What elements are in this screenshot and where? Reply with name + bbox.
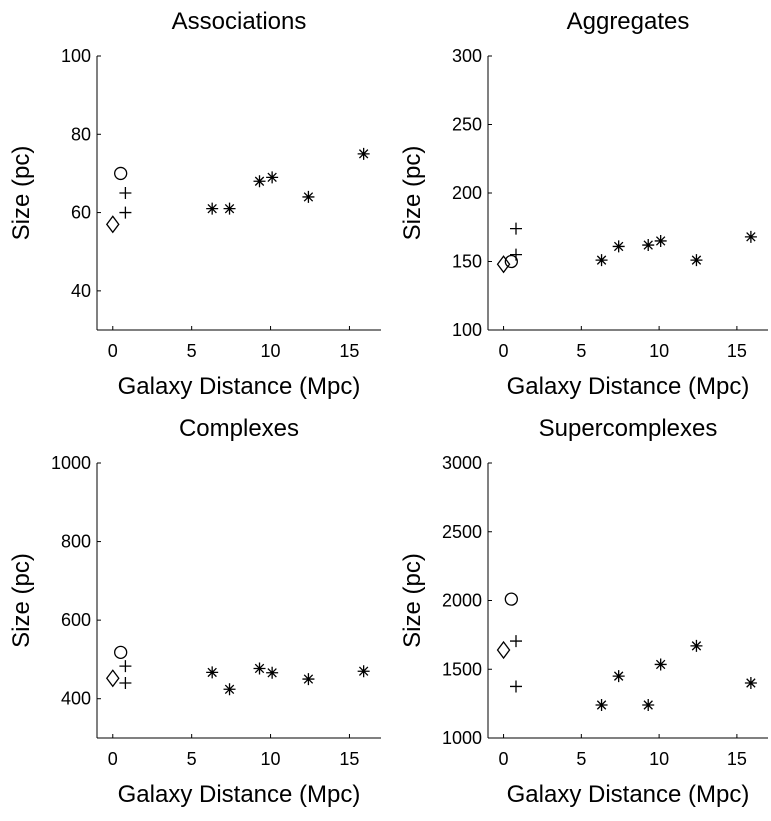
y-tick-label: 1000: [51, 453, 91, 473]
circle-marker: [114, 166, 128, 181]
y-tick-label: 1000: [442, 728, 482, 748]
x-tick-label: 10: [649, 749, 669, 769]
x-tick-label: 15: [339, 749, 359, 769]
x-tick-label: 10: [649, 341, 669, 361]
asterisk-marker: [654, 658, 667, 671]
x-tick-label: 15: [727, 749, 747, 769]
plus-marker: [510, 222, 522, 235]
x-tick-label: 15: [727, 341, 747, 361]
x-tick-label: 0: [108, 749, 118, 769]
y-axis-label: Size (pc): [399, 146, 426, 241]
asterisk-marker: [690, 254, 703, 267]
panel-complexes: Complexes 400 600 800 1000 0 5 10 15 Galaxy Dista…: [8, 415, 381, 808]
y-tick-label: 800: [61, 532, 91, 552]
x-tick-label: 5: [576, 749, 586, 769]
panel-supercomplexes: Supercomplexes 1000 1500 2000 2500 3000 0 5 10 15…: [399, 415, 768, 808]
y-tick-label: 40: [71, 281, 91, 301]
plus-marker: [119, 206, 132, 219]
x-tick-label: 0: [108, 341, 118, 361]
y-axis-label: Size (pc): [8, 553, 35, 648]
y-tick-label: 60: [71, 203, 91, 223]
asterisk-marker: [206, 666, 219, 679]
x-tick-label: 5: [187, 341, 197, 361]
diamond-marker: [496, 640, 511, 660]
asterisk-marker: [357, 147, 370, 160]
y-tick-label: 100: [452, 320, 482, 340]
asterisk-marker: [744, 677, 757, 689]
x-tick-label: 10: [261, 341, 281, 361]
diamond-marker: [496, 255, 511, 274]
asterisk-marker: [690, 639, 703, 652]
asterisk-marker: [612, 670, 625, 683]
circle-marker: [504, 254, 518, 269]
asterisk-marker: [642, 239, 655, 252]
y-tick-label: 1500: [442, 659, 482, 679]
x-axis-label: Galaxy Distance (Mpc): [118, 373, 361, 400]
circle-marker: [114, 645, 128, 660]
asterisk-marker: [642, 699, 655, 711]
plus-marker: [119, 187, 132, 199]
asterisk-marker: [266, 666, 279, 679]
y-tick-label: 300: [452, 46, 482, 66]
asterisk-marker: [595, 699, 608, 711]
panel-aggregates: Aggregates 100 150 200 250 300 0 5 10 15 Galaxy Di…: [399, 8, 768, 400]
x-tick-label: 0: [499, 341, 509, 361]
y-tick-label: 150: [452, 252, 482, 272]
asterisk-marker: [357, 665, 370, 678]
chart-title: Complexes: [179, 415, 299, 442]
asterisk-marker: [612, 240, 625, 253]
y-tick-label: 400: [61, 689, 91, 709]
plus-marker: [510, 248, 522, 261]
circle-marker: [504, 592, 518, 606]
panel-associations: Associations 40 60 80 100 0 5 10 15 Galaxy Distan…: [8, 8, 381, 400]
plus-marker: [119, 660, 132, 673]
asterisk-marker: [744, 230, 757, 243]
x-tick-label: 10: [261, 749, 281, 769]
plus-marker: [510, 680, 522, 693]
chart-title: Associations: [172, 8, 307, 35]
y-axis-label: Size (pc): [399, 553, 426, 648]
asterisk-marker: [302, 190, 315, 203]
asterisk-marker: [302, 673, 315, 686]
y-tick-label: 3000: [442, 453, 482, 473]
x-tick-label: 5: [187, 749, 197, 769]
y-tick-label: 100: [61, 46, 91, 66]
y-axis-label: Size (pc): [8, 146, 35, 241]
diamond-marker: [105, 215, 120, 234]
asterisk-marker: [654, 234, 667, 247]
asterisk-marker: [253, 662, 266, 675]
asterisk-marker: [595, 254, 608, 267]
asterisk-marker: [206, 202, 219, 215]
chart-title: Aggregates: [567, 8, 690, 35]
asterisk-marker: [223, 202, 236, 215]
asterisk-marker: [223, 683, 236, 696]
x-tick-label: 15: [339, 341, 359, 361]
asterisk-marker: [266, 171, 279, 184]
y-tick-label: 2000: [442, 591, 482, 611]
y-tick-label: 80: [71, 124, 91, 144]
y-tick-label: 250: [452, 115, 482, 135]
diamond-marker: [105, 669, 120, 688]
x-tick-label: 0: [499, 749, 509, 769]
y-tick-label: 2500: [442, 522, 482, 542]
plus-marker: [510, 635, 522, 648]
chart-title: Supercomplexes: [539, 415, 718, 442]
y-tick-label: 200: [452, 183, 482, 203]
x-tick-label: 5: [576, 341, 586, 361]
y-tick-label: 600: [61, 610, 91, 630]
plus-marker: [119, 677, 132, 689]
x-axis-label: Galaxy Distance (Mpc): [507, 373, 750, 400]
asterisk-marker: [253, 175, 266, 188]
x-axis-label: Galaxy Distance (Mpc): [507, 781, 750, 808]
x-axis-label: Galaxy Distance (Mpc): [118, 781, 361, 808]
